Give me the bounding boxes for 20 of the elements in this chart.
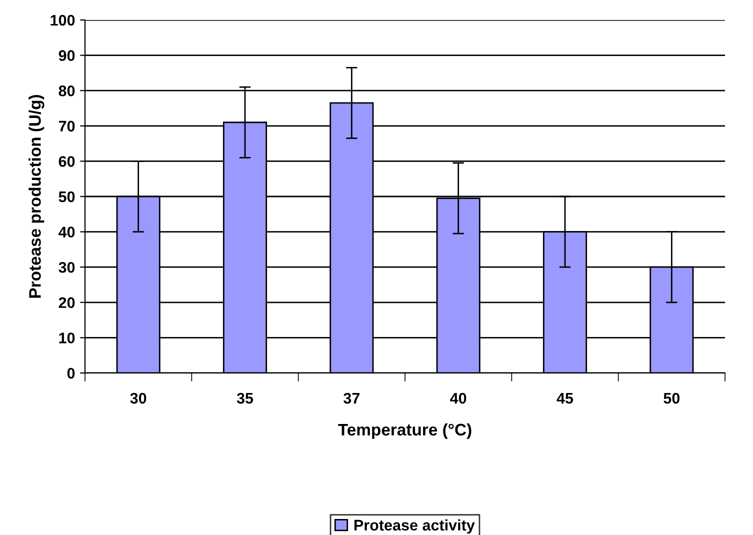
x-axis-title: Temperature (°C): [338, 423, 472, 439]
y-tick-label: 20: [58, 297, 75, 308]
y-tick-label: 100: [50, 14, 75, 26]
x-tick-label: 35: [236, 392, 254, 404]
y-tick-label: 60: [58, 156, 75, 167]
y-tick-label: 70: [58, 120, 75, 132]
x-tick-label: 30: [130, 392, 146, 404]
y-tick-label: 50: [58, 191, 75, 202]
y-tick-label: 30: [58, 262, 75, 273]
y-tick-label: 80: [58, 85, 75, 96]
y-tick-label: 40: [58, 226, 75, 238]
x-tick-label: 50: [664, 392, 680, 404]
y-tick-label: 90: [58, 50, 75, 61]
y-tick-label: 0: [67, 368, 75, 379]
x-tick-label: 45: [556, 393, 574, 404]
y-tick-label: 10: [59, 332, 75, 344]
x-tick-label: 37: [344, 392, 360, 404]
legend-label: Protease activity: [354, 519, 475, 534]
y-axis-title: Protease production (U/g): [28, 95, 44, 298]
x-tick-label: 40: [450, 392, 466, 404]
